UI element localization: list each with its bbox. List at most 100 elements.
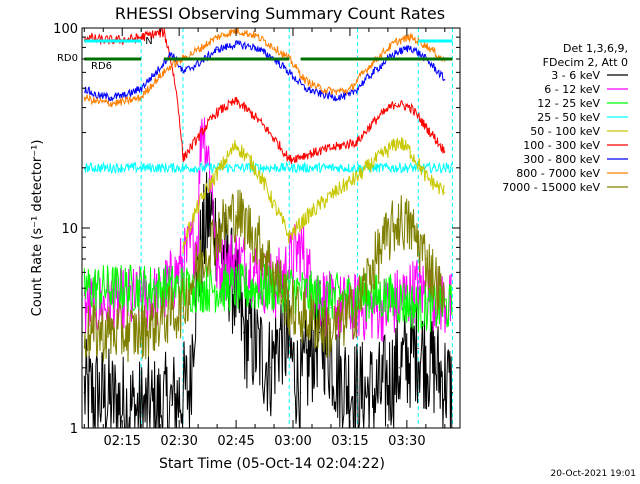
series-point (288, 167, 290, 169)
series-point (182, 246, 184, 248)
series-point (216, 48, 218, 51)
x-tick-label: 03:30 (388, 434, 425, 449)
series-point (417, 287, 419, 289)
series-point (254, 34, 256, 36)
series-point (349, 94, 351, 97)
series-point (417, 347, 419, 350)
series-point (235, 100, 237, 102)
y-tick-label: 10 (61, 222, 78, 237)
series-point (379, 392, 381, 394)
series-point (410, 36, 412, 38)
series-point (356, 306, 359, 309)
series-point (95, 38, 97, 40)
series-point (303, 87, 305, 89)
y-axis-label: Count Rate (s⁻¹ detector⁻¹) (30, 140, 45, 317)
axes: 1 10 100 02:15 02:30 02:45 03:00 03:15 03:30 (53, 22, 460, 449)
series-point (387, 296, 389, 298)
series-point (398, 367, 400, 369)
series-point (451, 306, 454, 309)
flag-layer: N RD6 (84, 36, 453, 72)
series-layer (83, 28, 454, 428)
x-tick-label: 03:00 (274, 434, 311, 449)
series-point (155, 71, 157, 73)
series-point (220, 167, 222, 169)
series-point (356, 141, 359, 143)
series-point (254, 236, 256, 238)
series-point (410, 151, 412, 153)
series-point (330, 306, 332, 309)
y-tick-label: 100 (53, 22, 78, 37)
series-line (83, 189, 445, 363)
series-point (444, 79, 446, 81)
y-tick-label: 1 (70, 422, 78, 437)
series-point (201, 258, 203, 260)
series-4 (182, 137, 446, 255)
series-point (140, 167, 142, 169)
series-point (349, 89, 351, 91)
series-point (140, 287, 142, 289)
series-point (375, 158, 378, 161)
legend-entry-label: 100 - 300 keV (523, 139, 600, 152)
series-point (451, 392, 454, 394)
series-point (375, 118, 378, 120)
series-point (216, 271, 218, 273)
legend-entry-label: 25 - 50 keV (537, 111, 600, 124)
series-point (444, 60, 446, 63)
series-point (334, 91, 336, 93)
series-point (148, 34, 150, 36)
series-point (356, 167, 359, 169)
series-point (170, 64, 173, 67)
legend-entry-label: 7000 - 15000 keV (502, 181, 600, 194)
series-point (83, 392, 85, 394)
series-point (125, 100, 127, 102)
series-point (201, 118, 203, 120)
series-point (220, 227, 222, 229)
series-point (155, 79, 157, 81)
series-point (189, 386, 192, 388)
series-point (288, 287, 290, 289)
x-axis-label: Start Time (05-Oct-14 02:04:22) (159, 456, 385, 472)
series-point (216, 111, 218, 113)
series-point (201, 46, 203, 48)
legend-entry-label: 50 - 100 keV (530, 125, 600, 138)
series-point (163, 31, 165, 34)
series-point (254, 116, 256, 118)
flag-label-rd0: RD0 (57, 53, 78, 64)
series-point (330, 167, 332, 169)
series-point (300, 246, 302, 248)
series-point (451, 167, 454, 169)
series-point (410, 46, 412, 48)
legend-entry-label: 6 - 12 keV (544, 83, 600, 96)
series-line (83, 28, 445, 164)
footer-date: 20-Oct-2021 19:01 (551, 469, 636, 479)
series-line (83, 263, 453, 333)
x-tick-label: 02:45 (217, 434, 254, 449)
series-point (95, 100, 97, 102)
series-line (83, 160, 453, 175)
series-point (356, 87, 359, 89)
series-point (216, 36, 218, 38)
series-point (284, 271, 287, 273)
series-point (140, 87, 142, 89)
series-point (444, 151, 446, 153)
series-point (273, 204, 275, 206)
series-point (133, 38, 135, 40)
series-point (356, 79, 359, 81)
series-point (235, 258, 237, 260)
series-point (394, 52, 397, 54)
series-point (425, 258, 427, 260)
series-8 (83, 189, 446, 363)
series-point (318, 331, 321, 334)
x-tick-label: 02:15 (103, 434, 140, 449)
legend-header: FDecim 2, Att 0 (543, 56, 628, 69)
series-point (182, 306, 184, 309)
series-point (356, 392, 359, 394)
series-point (315, 296, 317, 298)
series-point (398, 219, 400, 221)
series-point (254, 167, 256, 169)
series-point (140, 331, 142, 334)
series-point (318, 87, 321, 89)
